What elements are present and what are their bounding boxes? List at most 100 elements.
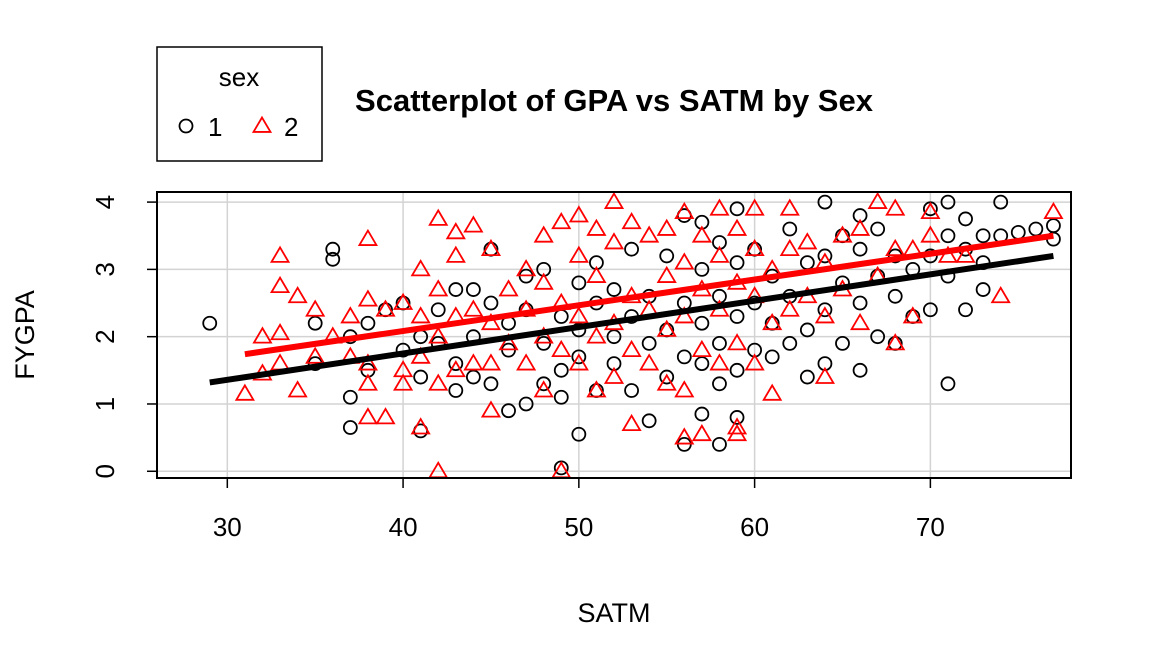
data-point-sex-1 [641, 336, 657, 351]
data-point-sex-2 [393, 292, 414, 310]
data-point-sex-2 [340, 306, 361, 324]
data-point-sex-2 [375, 299, 396, 317]
data-point-sex-1 [694, 261, 710, 277]
y-tick-label: 4 [90, 195, 120, 209]
data-point-sex-1 [325, 251, 341, 267]
data-point-sex-2 [639, 353, 660, 371]
data-point-sex-2 [674, 427, 695, 445]
data-point-sex-2 [410, 346, 431, 364]
data-point-sex-1 [958, 211, 973, 227]
data-point-sex-2 [568, 353, 589, 371]
data-point-sex-1 [712, 436, 727, 452]
data-point-sex-2 [463, 299, 484, 317]
data-point-sex-2 [480, 312, 502, 331]
data-point-sex-1 [202, 315, 218, 331]
data-point-sex-1 [993, 194, 1009, 210]
data-point-sex-2 [621, 339, 642, 357]
data-point-sex-1 [1010, 224, 1026, 240]
plot-frame [156, 191, 1072, 479]
y-tick-label: 1 [90, 397, 120, 411]
data-point-sex-1 [571, 275, 587, 291]
data-points [202, 191, 1064, 479]
data-point-sex-2 [287, 380, 308, 398]
data-point-sex-1 [782, 336, 798, 351]
data-point-sex-2 [269, 323, 291, 341]
data-point-sex-2 [709, 198, 730, 216]
data-point-sex-1 [536, 376, 552, 392]
data-point-sex-2 [621, 212, 642, 230]
x-tick-label: 70 [916, 512, 945, 542]
data-point-sex-2 [428, 208, 449, 226]
data-point-sex-1 [729, 362, 745, 378]
data-point-sex-1 [782, 221, 798, 237]
data-point-sex-1 [342, 389, 358, 405]
y-tick-label: 2 [90, 329, 120, 343]
data-point-sex-1 [729, 309, 745, 324]
data-point-sex-2 [480, 353, 502, 371]
data-point-sex-2 [568, 205, 589, 223]
data-point-sex-2 [762, 312, 783, 331]
data-point-sex-1 [712, 336, 727, 351]
data-point-sex-2 [445, 222, 466, 240]
legend-label: 2 [284, 112, 298, 142]
data-point-sex-2 [269, 245, 291, 263]
y-axis: 0 1 2 3 4 [90, 195, 157, 479]
data-point-sex-1 [325, 241, 341, 257]
legend-label: 1 [208, 112, 222, 142]
data-point-sex-1 [571, 426, 587, 442]
data-point-sex-2 [797, 232, 818, 250]
data-point-sex-2 [516, 353, 537, 371]
y-tick-label: 3 [90, 262, 120, 276]
data-point-sex-2 [955, 245, 976, 263]
data-point-sex-1 [729, 255, 745, 271]
data-point-sex-1 [694, 406, 710, 422]
data-point-sex-2 [603, 366, 625, 384]
data-point-sex-2 [498, 279, 519, 297]
x-tick-label: 30 [213, 512, 242, 542]
data-point-sex-2 [779, 238, 800, 257]
data-point-sex-1 [448, 282, 464, 297]
data-point-sex-2 [779, 299, 800, 317]
regression-line-sex-1 [209, 252, 1054, 386]
data-point-sex-2 [726, 417, 748, 435]
data-point-sex-1 [553, 309, 569, 324]
data-point-sex-2 [744, 353, 765, 371]
data-point-sex-2 [586, 326, 607, 344]
data-point-sex-1 [606, 329, 622, 345]
data-point-sex-2 [533, 225, 554, 243]
data-point-sex-1 [1046, 218, 1061, 234]
data-point-sex-2 [674, 306, 695, 324]
data-point-sex-1 [712, 376, 727, 392]
data-point-sex-2 [551, 212, 572, 230]
data-point-sex-1 [852, 295, 868, 311]
data-point-sex-2 [428, 279, 449, 297]
data-point-sex-2 [674, 380, 695, 398]
data-point-sex-2 [674, 252, 695, 270]
data-point-sex-2 [832, 225, 853, 243]
data-point-sex-2 [726, 333, 748, 351]
data-point-sex-1 [659, 248, 675, 264]
data-point-sex-1 [870, 221, 886, 237]
x-axis: 30 40 50 60 70 [213, 478, 945, 542]
data-point-sex-2 [480, 238, 502, 257]
data-point-sex-2 [410, 259, 431, 277]
data-point-sex-1 [799, 369, 815, 385]
data-point-sex-2 [498, 333, 519, 351]
data-point-sex-2 [885, 238, 906, 257]
data-point-sex-1 [307, 315, 323, 331]
data-point-sex-1 [553, 362, 569, 378]
data-point-sex-2 [726, 218, 748, 236]
data-point-sex-1 [852, 241, 868, 257]
data-point-sex-2 [357, 407, 378, 425]
legend-title: sex [219, 62, 259, 92]
data-point-sex-2 [375, 407, 396, 425]
data-point-sex-1 [958, 302, 973, 318]
data-point-sex-1 [764, 349, 780, 365]
data-point-sex-2 [867, 191, 888, 209]
data-point-sex-1 [501, 403, 516, 419]
data-point-sex-2 [709, 353, 730, 371]
data-point-sex-1 [641, 413, 657, 429]
data-point-sex-2 [885, 333, 906, 351]
regression-line-sex-2 [244, 232, 1054, 358]
